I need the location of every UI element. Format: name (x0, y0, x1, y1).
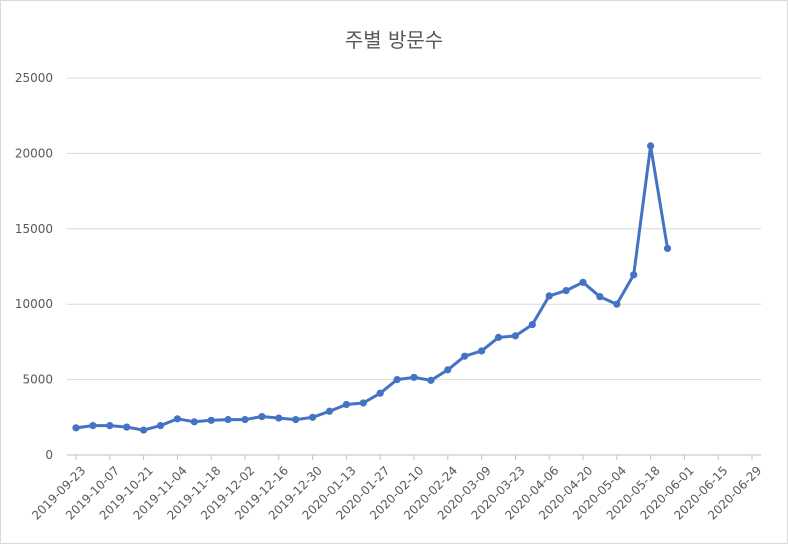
data-point (494, 333, 503, 341)
data-point (241, 415, 249, 424)
y-axis-tick-labels: 0 5000 10000 15000 20000 25000 (15, 71, 53, 462)
data-point (461, 352, 469, 360)
data-point (123, 423, 131, 431)
data-point (359, 399, 367, 407)
series-line (74, 144, 669, 432)
y-tick-label: 0 (45, 448, 53, 462)
data-point (410, 373, 418, 381)
data-point (156, 421, 165, 430)
data-point (258, 412, 266, 421)
data-point (663, 244, 672, 253)
data-point (72, 424, 80, 432)
data-point (89, 421, 97, 430)
data-point (613, 300, 621, 308)
data-point (596, 293, 604, 301)
data-point (511, 332, 519, 340)
data-point (562, 287, 570, 295)
data-point (325, 407, 334, 415)
data-point (190, 418, 198, 426)
gridlines (67, 77, 761, 381)
chart-title: 주별 방문수 (345, 28, 443, 52)
data-point (106, 421, 114, 430)
y-tick-label: 25000 (15, 71, 53, 85)
data-point (647, 142, 655, 150)
data-point (224, 415, 232, 424)
data-point (292, 415, 300, 424)
data-point (444, 366, 452, 374)
data-point (630, 271, 638, 279)
data-point (545, 292, 553, 300)
data-point (478, 347, 486, 355)
data-point (173, 415, 181, 423)
data-point (393, 376, 401, 384)
data-point (579, 278, 587, 286)
data-point (309, 413, 317, 421)
x-axis-tick-labels: 2019-09-232019-10-072019-10-212019-11-04… (29, 455, 764, 523)
y-tick-label: 20000 (15, 146, 53, 160)
data-point (207, 416, 215, 424)
data-point (376, 389, 384, 397)
data-point (140, 426, 148, 434)
y-tick-label: 10000 (15, 297, 53, 311)
data-point (528, 320, 536, 329)
data-point (342, 400, 350, 409)
data-point-markers (72, 142, 672, 434)
y-tick-label: 15000 (15, 222, 53, 236)
data-point (427, 376, 435, 384)
data-point (275, 414, 283, 422)
y-tick-label: 5000 (22, 373, 53, 387)
